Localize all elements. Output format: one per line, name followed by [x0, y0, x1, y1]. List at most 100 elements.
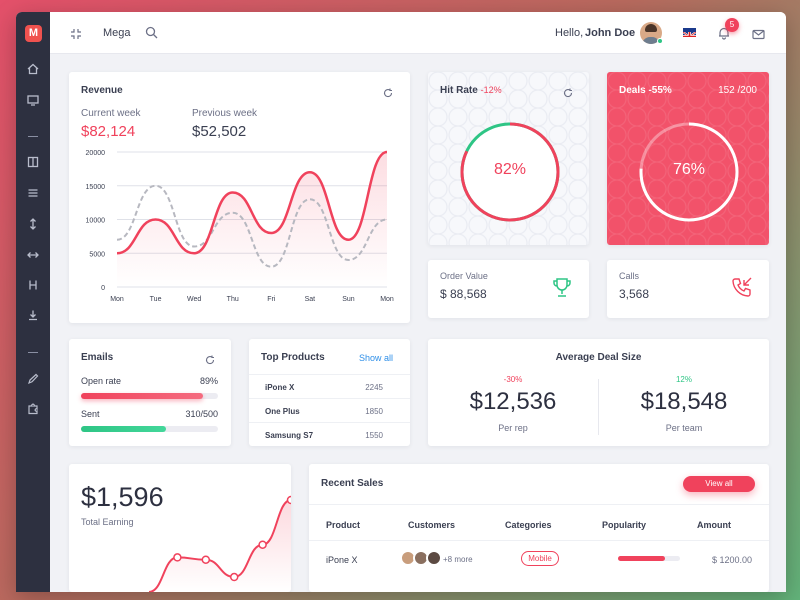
- deals-card: Deals -55% 152 /200 76%: [607, 72, 769, 245]
- y-tick-label: 20000: [86, 150, 106, 157]
- emails-card: Emails Open rate 89% Sent 310/500: [69, 339, 231, 446]
- y-tick-label: 5000: [89, 251, 105, 258]
- previous-week-value: $52,502: [192, 123, 247, 140]
- col-popularity[interactable]: Popularity: [602, 520, 647, 530]
- previous-week-label: Previous week: [192, 108, 258, 119]
- notification-badge: 5: [725, 18, 739, 32]
- trophy-icon: [552, 277, 572, 299]
- order-value-card: Order Value $ 88,568: [428, 260, 589, 318]
- earning-area: [149, 500, 291, 592]
- menu-icon[interactable]: [26, 186, 40, 200]
- col-customers[interactable]: Customers: [408, 520, 456, 530]
- earning-point: [286, 495, 291, 505]
- col-amount[interactable]: Amount: [697, 520, 731, 530]
- refresh-icon[interactable]: [205, 352, 215, 365]
- earning-point: [173, 553, 182, 562]
- table-row[interactable]: iPone X +8 more Mobile $ 1200.00: [309, 541, 769, 581]
- more-customers[interactable]: +8 more: [443, 555, 473, 564]
- refresh-icon[interactable]: [563, 85, 573, 98]
- mega-menu[interactable]: Mega: [103, 27, 131, 39]
- earning-point: [229, 572, 239, 582]
- hit-rate-card: Hit Rate -12% 82%: [428, 72, 589, 245]
- columns-icon[interactable]: [26, 155, 40, 169]
- sent-label: Sent: [81, 409, 100, 419]
- pencil-icon[interactable]: [26, 372, 40, 386]
- incoming-call-icon: [731, 276, 753, 298]
- x-tick-label: Mon: [110, 296, 124, 303]
- emails-title: Emails: [81, 352, 114, 363]
- top-products-title: Top Products: [261, 352, 325, 363]
- horizontal-arrows-icon[interactable]: [26, 248, 40, 262]
- product-cell: iPone X: [326, 555, 358, 565]
- average-deal-title: Average Deal Size: [555, 352, 642, 363]
- col-categories[interactable]: Categories: [505, 520, 552, 530]
- sidebar-divider: [28, 136, 38, 137]
- hit-rate-label: Hit Rate: [440, 85, 478, 96]
- open-rate-value: 89%: [199, 376, 218, 386]
- home-icon[interactable]: [26, 62, 40, 76]
- per-rep-value: $12,536: [469, 388, 557, 415]
- user-name[interactable]: John Doe: [585, 27, 636, 39]
- divider: [309, 504, 769, 505]
- recent-sales-title: Recent Sales: [321, 478, 384, 489]
- deals-value: 76%: [672, 161, 706, 178]
- product-name: Samsung S7: [265, 431, 314, 440]
- uk-flag-icon[interactable]: [683, 28, 696, 37]
- avatar: [426, 550, 442, 566]
- show-all-link[interactable]: Show all: [358, 353, 393, 363]
- product-name: One Plus: [265, 407, 300, 416]
- view-all-button[interactable]: View all: [683, 476, 755, 492]
- sidebar-divider: [28, 352, 38, 353]
- layout-icon[interactable]: [26, 278, 40, 292]
- deals-ring: [639, 122, 739, 222]
- collapse-icon[interactable]: [70, 27, 82, 39]
- list-item[interactable]: iPone X 2245: [249, 374, 410, 398]
- x-tick-label: Mon: [380, 296, 394, 303]
- x-tick-label: Fri: [267, 296, 276, 303]
- amount-cell: $ 1200.00: [712, 555, 753, 565]
- hit-rate-arc: [460, 122, 560, 222]
- per-team-value: $18,548: [640, 388, 728, 415]
- earning-line-chart: [148, 495, 291, 592]
- greeting-text: Hello,: [555, 27, 584, 39]
- total-earning-label: Total Earning: [81, 517, 134, 527]
- col-product[interactable]: Product: [326, 520, 361, 530]
- list-item[interactable]: One Plus 1850: [249, 398, 410, 422]
- open-rate-bar: [81, 393, 218, 399]
- y-tick-label: 0: [101, 285, 105, 292]
- open-rate-fill: [81, 393, 203, 399]
- hit-rate-title: Hit Rate -12%: [440, 85, 502, 96]
- vertical-arrows-icon[interactable]: [26, 217, 40, 231]
- download-icon[interactable]: [26, 308, 40, 322]
- monitor-icon[interactable]: [26, 93, 40, 107]
- series-line-current: [116, 150, 388, 255]
- search-icon[interactable]: [145, 26, 158, 39]
- mail-icon[interactable]: [752, 27, 765, 40]
- earning-point: [258, 540, 267, 549]
- x-tick-label: Sat: [305, 296, 316, 303]
- x-tick-label: Sun: [342, 296, 355, 303]
- refresh-icon[interactable]: [383, 85, 393, 98]
- popularity-fill: [618, 556, 665, 561]
- product-value: 1550: [365, 431, 383, 440]
- avatar[interactable]: [640, 22, 662, 44]
- per-team-delta: 12%: [675, 375, 692, 384]
- order-value-label: Order Value: [440, 271, 488, 281]
- total-earning-value: $1,596: [81, 482, 164, 512]
- product-name: iPone X: [265, 383, 295, 392]
- puzzle-icon[interactable]: [26, 402, 40, 416]
- series-area: [117, 152, 387, 287]
- sidebar: M: [16, 12, 50, 592]
- hit-rate-value: 82%: [493, 161, 527, 178]
- category-badge: Mobile: [521, 551, 559, 566]
- list-item[interactable]: Samsung S7 1550: [249, 422, 410, 446]
- total-earning-card: $1,596 Total Earning: [69, 464, 291, 592]
- app-window: M: [16, 12, 786, 592]
- online-status-dot: [657, 38, 663, 44]
- x-tick-label: Thu: [227, 296, 239, 303]
- popularity-bar: [618, 556, 680, 561]
- top-bar: Mega Hello, John Doe 5: [50, 12, 786, 54]
- per-rep-delta: -30%: [503, 375, 523, 384]
- deals-count: 152 /200: [718, 85, 757, 96]
- app-logo[interactable]: M: [25, 25, 42, 42]
